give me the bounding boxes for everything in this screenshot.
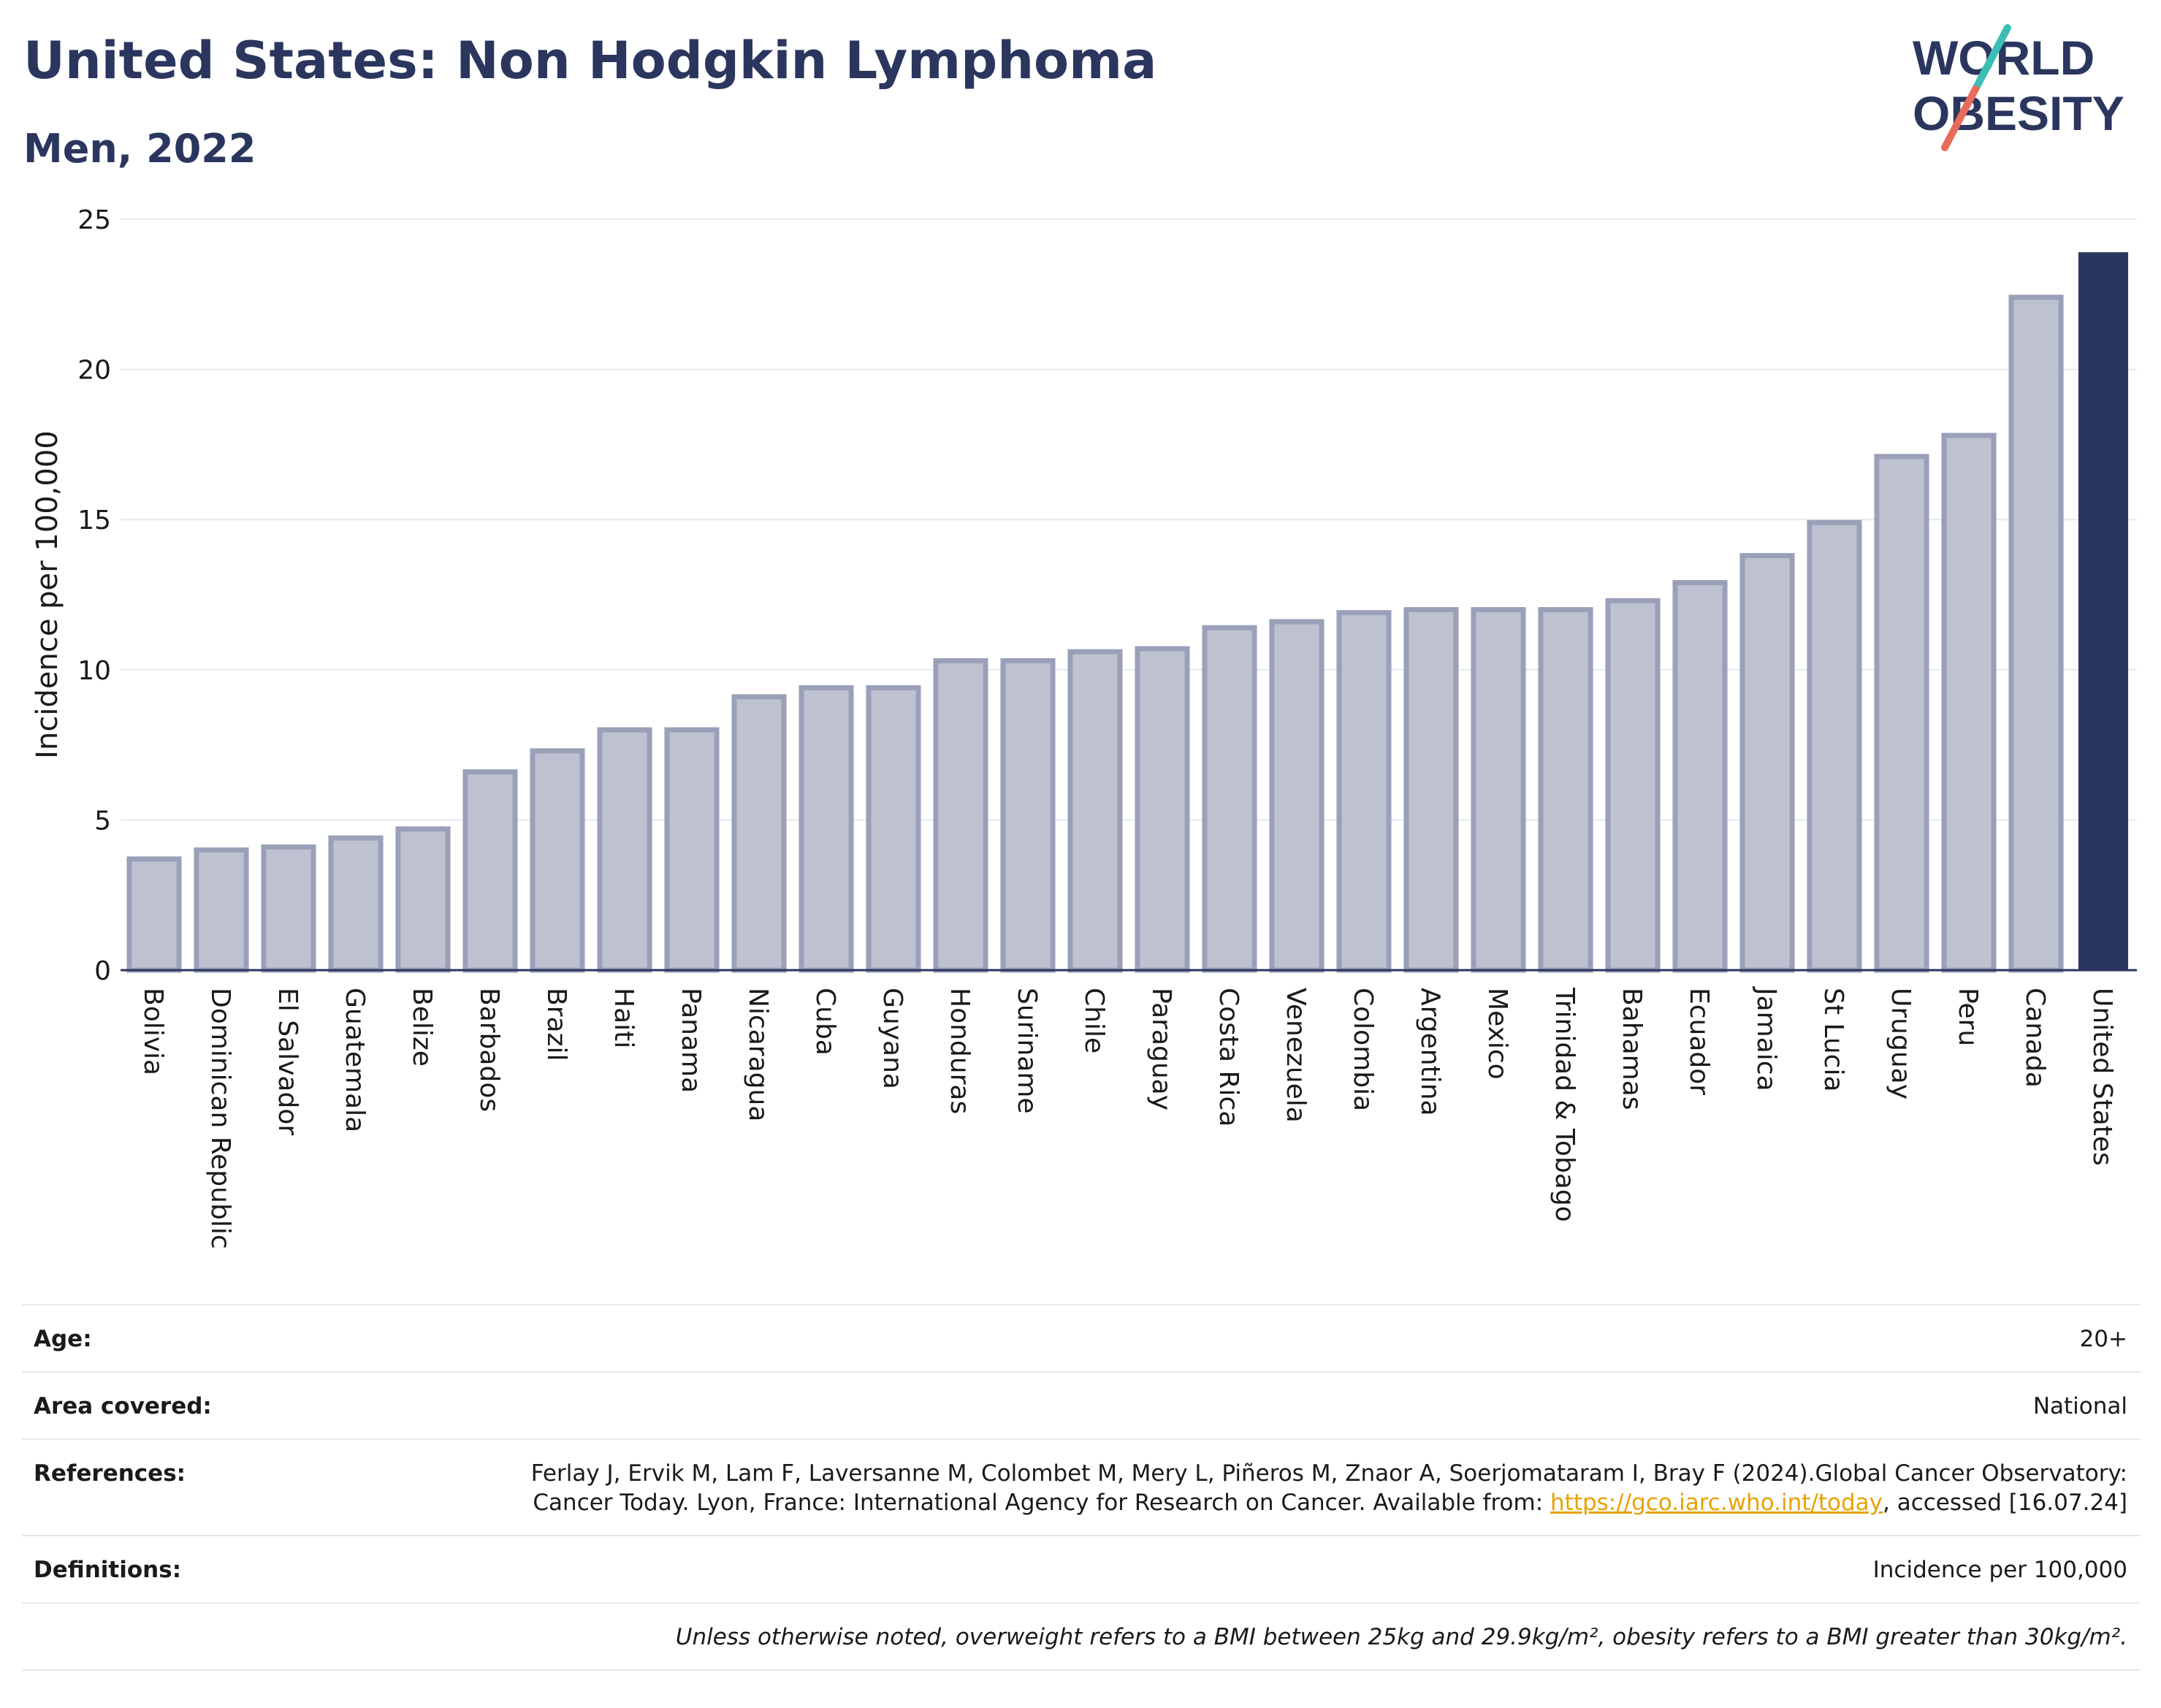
x-tick-label: Ecuador — [1684, 988, 1714, 1095]
definitions-label: Definitions: — [34, 1557, 182, 1583]
bar-nicaragua — [731, 694, 787, 973]
bar-guyana — [866, 685, 921, 973]
bar-trinidad-tobago — [1538, 607, 1593, 973]
x-tick-label: Uruguay — [1886, 988, 1916, 1099]
bar-bahamas — [1605, 598, 1661, 973]
y-tick-label: 10 — [77, 656, 111, 686]
meta-row-definitions: Definitions: Incidence per 100,000 — [22, 1536, 2141, 1604]
x-tick-label: Cuba — [810, 988, 840, 1056]
bar-united-states — [2078, 252, 2129, 970]
definition-note: Unless otherwise noted, overweight refer… — [675, 1624, 2127, 1650]
bar-panama — [664, 727, 720, 973]
x-tick-label: St Lucia — [1818, 988, 1848, 1092]
x-tick-label: Bolivia — [138, 988, 168, 1075]
x-tick-label: Guyana — [877, 988, 907, 1089]
meta-row-note: Unless otherwise noted, overweight refer… — [22, 1604, 2141, 1671]
bar-costa-rica — [1202, 625, 1257, 973]
x-tick-label: Trinidad & Tobago — [1550, 987, 1579, 1222]
x-axis-labels: Bolivia Dominican Republic El Salvador Guat… — [138, 986, 2117, 1249]
bar-canada — [2008, 294, 2064, 973]
x-tick-label: Brazil — [541, 988, 571, 1061]
x-tick-label: Haiti — [609, 988, 639, 1048]
x-tick-label: Costa Rica — [1213, 988, 1243, 1126]
x-tick-label: El Salvador — [272, 988, 302, 1135]
chart-title: United States: Non Hodgkin Lymphoma — [23, 31, 1157, 91]
x-tick-label: Colombia — [1348, 988, 1378, 1111]
bar-dominican-republic — [194, 847, 249, 973]
x-tick-label: Nicaragua — [743, 988, 773, 1121]
logo-text-obesity: OBESITY — [1913, 86, 2124, 140]
x-tick-label: Mexico — [1482, 988, 1512, 1080]
bar-brazil — [530, 748, 585, 973]
y-tick-label: 15 — [77, 506, 111, 535]
references-tail: , accessed [16.07.24] — [1882, 1490, 2127, 1516]
x-tick-label: Dominican Republic — [205, 988, 235, 1249]
area-label: Area covered: — [34, 1393, 212, 1419]
chart-subtitle: Men, 2022 — [23, 126, 256, 172]
bar-barbados — [462, 769, 518, 973]
x-tick-label: Paraguay — [1146, 988, 1176, 1110]
bar-mexico — [1471, 607, 1526, 973]
bar-guatemala — [328, 835, 384, 973]
references-label: References: — [34, 1460, 186, 1487]
age-value: 20+ — [2079, 1326, 2127, 1352]
bar-haiti — [597, 727, 652, 973]
age-label: Age: — [34, 1326, 92, 1352]
bar-el-salvador — [261, 844, 316, 973]
logo-slash-teal — [1972, 24, 2011, 93]
y-axis-ticks: 0 5 10 15 20 25 — [77, 205, 111, 986]
x-tick-label: Peru — [1953, 988, 1983, 1046]
meta-row-area: Area covered: National — [22, 1373, 2141, 1440]
bar-honduras — [933, 657, 988, 973]
bar-chile — [1067, 649, 1123, 973]
references-value: Ferlay J, Ervik M, Lam F, Laversanne M, … — [520, 1459, 2127, 1517]
x-tick-label: Honduras — [945, 988, 975, 1114]
bar-paraguay — [1135, 646, 1190, 973]
bar-colombia — [1336, 610, 1392, 973]
x-tick-label: United States — [2087, 988, 2117, 1166]
x-tick-label: Canada — [2020, 988, 2050, 1088]
bars — [126, 252, 2129, 973]
bar-suriname — [1000, 657, 1056, 973]
bar-ecuador — [1672, 580, 1728, 973]
references-text: Ferlay J, Ervik M, Lam F, Laversanne M, … — [530, 1460, 2127, 1516]
world-obesity-logo: WORLD OBESITY — [1913, 24, 2124, 151]
bar-argentina — [1403, 607, 1459, 973]
x-tick-label: Suriname — [1012, 988, 1042, 1114]
y-tick-label: 20 — [77, 356, 111, 386]
x-tick-label: Guatemala — [340, 988, 370, 1132]
x-tick-label: Barbados — [474, 988, 504, 1112]
x-tick-label: Belize — [407, 988, 437, 1067]
x-tick-label: Chile — [1079, 988, 1109, 1053]
x-tick-label: Jamaica — [1751, 986, 1781, 1091]
bar-venezuela — [1269, 619, 1325, 973]
y-axis-label: Incidence per 100,000 — [31, 430, 64, 759]
x-tick-label: Argentina — [1415, 988, 1445, 1116]
bar-jamaica — [1739, 553, 1795, 973]
references-link[interactable]: https://gco.iarc.who.int/today — [1550, 1490, 1883, 1516]
bar-cuba — [799, 685, 854, 973]
metadata-table: Age: 20+ Area covered: National Referenc… — [22, 1304, 2141, 1671]
bar-bolivia — [126, 856, 182, 973]
area-value: National — [2032, 1393, 2127, 1419]
bar-peru — [1941, 432, 1997, 973]
x-tick-label: Bahamas — [1617, 988, 1647, 1110]
logo-slash-coral — [1941, 85, 1979, 151]
x-tick-label: Panama — [676, 988, 706, 1093]
meta-row-references: References: Ferlay J, Ervik M, Lam F, La… — [22, 1440, 2141, 1536]
y-tick-label: 5 — [94, 806, 111, 836]
meta-row-age: Age: 20+ — [22, 1305, 2141, 1373]
definitions-value: Incidence per 100,000 — [1872, 1557, 2127, 1583]
bar-belize — [395, 826, 451, 973]
grid-lines — [121, 218, 2137, 821]
bar-uruguay — [1874, 454, 1929, 973]
bar-chart: 0 5 10 15 20 25 Bolivia Dominican Republic El S… — [31, 205, 2137, 1249]
bar-st-lucia — [1807, 519, 1862, 973]
y-tick-label: 25 — [77, 205, 111, 235]
y-tick-label: 0 — [94, 956, 111, 986]
x-tick-label: Venezuela — [1281, 988, 1311, 1123]
